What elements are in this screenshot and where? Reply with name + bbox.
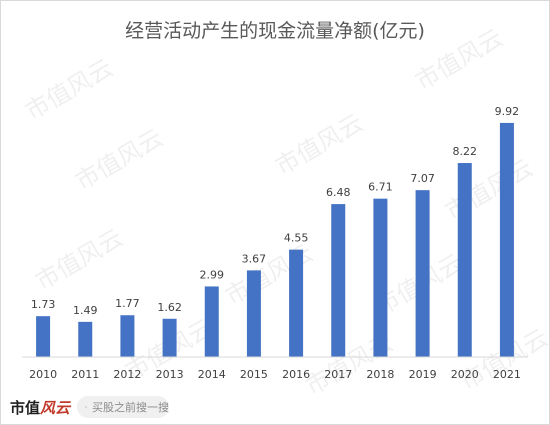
bar-2015: [246, 270, 261, 357]
value-label-2011: 1.49: [73, 304, 98, 317]
search-icon: [85, 406, 87, 408]
value-label-2014: 2.99: [200, 268, 225, 281]
logo-main-text: 市值: [10, 399, 41, 417]
bar-2017: [331, 204, 346, 357]
bar-2016: [289, 249, 304, 357]
x-tick-labels-group: 2010 2011 2012 2013 2014 2015 2016 2017 2018 2019…: [29, 368, 521, 381]
x-tick-label-2010: 2010: [29, 368, 57, 381]
value-label-2010: 1.73: [31, 298, 56, 311]
x-tick-label-2013: 2013: [156, 368, 184, 381]
bar-2018: [373, 198, 388, 357]
value-label-2020: 8.22: [453, 145, 478, 158]
x-tick-label-2015: 2015: [240, 368, 268, 381]
bar-2010: [36, 316, 51, 357]
value-label-2016: 4.55: [284, 232, 309, 245]
bar-2020: [457, 163, 472, 357]
value-label-2017: 6.48: [326, 186, 351, 199]
value-label-2015: 3.67: [242, 252, 267, 265]
x-tick-label-2014: 2014: [198, 368, 226, 381]
bar-2021: [499, 122, 514, 357]
footer-bar: 市值风云 买股之前搜一搜: [0, 393, 550, 423]
x-tick-label-2019: 2019: [409, 368, 437, 381]
bar-2014: [204, 286, 219, 357]
value-label-2019: 7.07: [410, 172, 435, 185]
logo-accent-text: 风云: [40, 399, 71, 417]
bar-2013: [162, 318, 177, 357]
chart-title: 经营活动产生的现金流量净额(亿元): [125, 20, 425, 42]
value-label-2013: 1.62: [157, 301, 182, 314]
x-tick-label-2018: 2018: [366, 368, 394, 381]
x-tick-label-2012: 2012: [113, 368, 141, 381]
x-tick-label-2017: 2017: [324, 368, 352, 381]
value-label-2021: 9.92: [495, 105, 520, 118]
search-pill[interactable]: 买股之前搜一搜: [77, 396, 169, 418]
brand-logo: 市值风云: [10, 397, 70, 418]
x-tick-label-2020: 2020: [451, 368, 479, 381]
bar-2019: [415, 190, 430, 357]
value-label-2018: 6.71: [368, 181, 393, 194]
bars-group: [36, 122, 514, 357]
value-label-2012: 1.77: [115, 297, 140, 310]
x-tick-label-2016: 2016: [282, 368, 310, 381]
search-hint-text: 买股之前搜一搜: [92, 401, 169, 414]
x-tick-label-2011: 2011: [71, 368, 99, 381]
bar-2012: [120, 315, 135, 357]
x-tick-label-2021: 2021: [493, 368, 521, 381]
bar-2011: [78, 321, 93, 357]
value-labels-group: 1.73 1.49 1.77 1.62 2.99 3.67 4.55 6.48 6.71 7.07…: [31, 105, 519, 317]
